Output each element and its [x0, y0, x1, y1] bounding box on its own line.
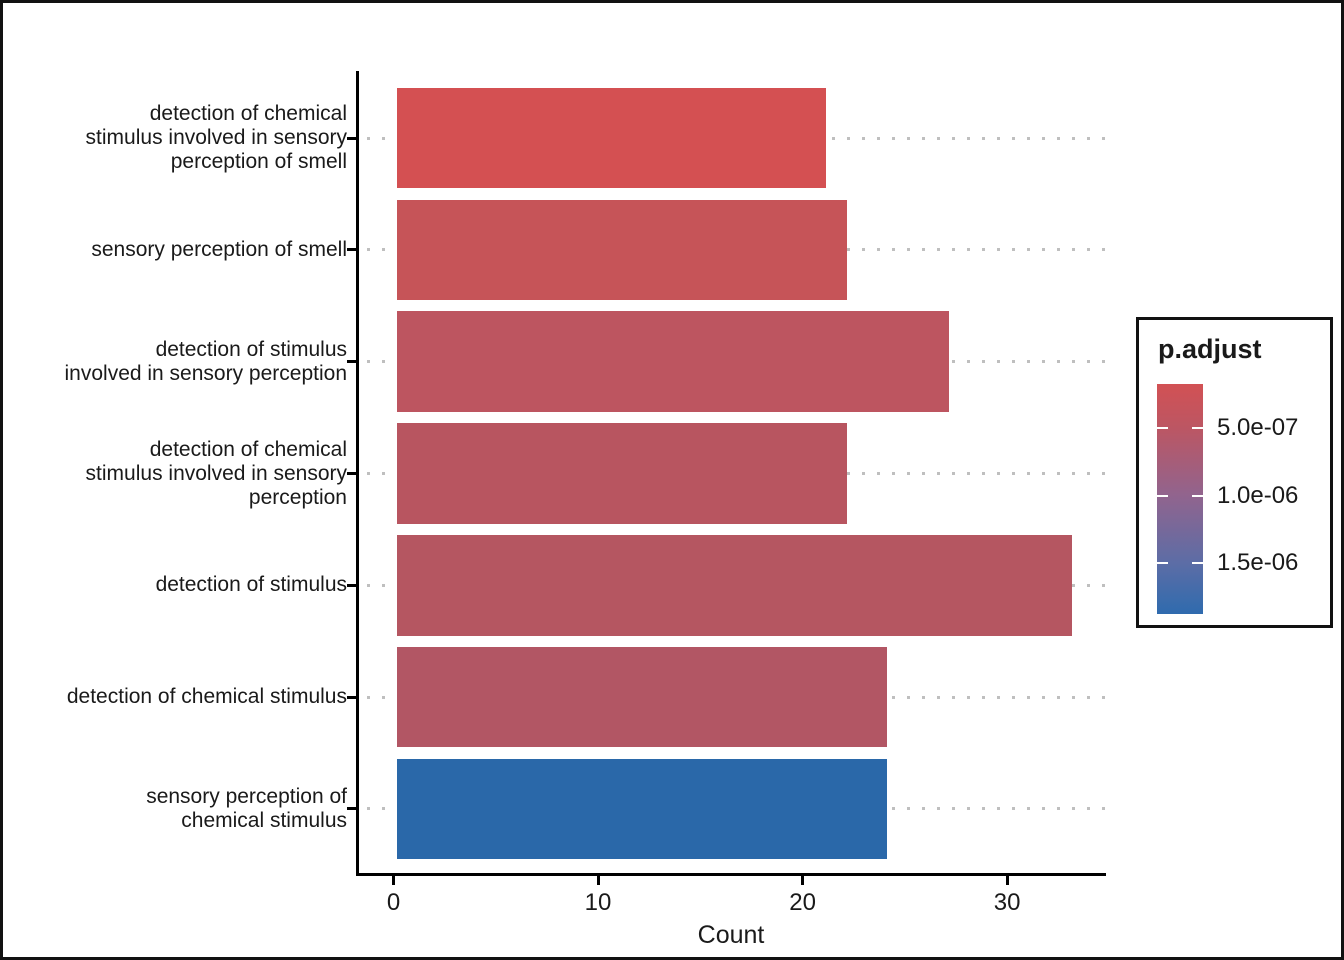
x-axis-tick: [392, 876, 395, 885]
y-axis-tick: [347, 807, 356, 811]
bar-3: [396, 311, 949, 412]
legend-tick-label: 5.0e-07: [1217, 413, 1299, 441]
colorbar-tick: [1157, 562, 1168, 565]
y-axis-tick: [347, 472, 356, 475]
y-axis-tick: [347, 583, 356, 587]
category-label: sensory perception of chemical stimulus: [146, 784, 347, 832]
colorbar-tick: [1157, 426, 1168, 429]
y-axis-tick: [347, 695, 356, 699]
legend-padjust: p.adjust 5.0e-07 1.0e-06 1.5e-06: [1136, 317, 1333, 628]
colorbar-tick: [1192, 494, 1203, 497]
category-label: sensory perception of smell: [91, 237, 347, 261]
x-axis-tick: [1005, 876, 1009, 885]
plot-panel: [356, 71, 1106, 876]
bar-6: [396, 646, 888, 748]
x-tick-label: 0: [386, 889, 401, 916]
legend-tick-label: 1.0e-06: [1217, 481, 1299, 509]
category-label: detection of chemical stimulus: [66, 685, 347, 709]
legend-tick-label: 1.5e-06: [1217, 549, 1299, 577]
y-axis-tick: [347, 360, 356, 364]
bar-2: [396, 199, 847, 301]
x-tick-label: 10: [584, 889, 612, 916]
bar-7: [396, 758, 888, 860]
colorbar-tick: [1192, 426, 1203, 429]
x-axis-tick: [801, 876, 805, 885]
legend-title: p.adjust: [1158, 334, 1262, 364]
bar-1: [396, 87, 827, 189]
category-label: detection of chemical stimulus involved …: [85, 437, 347, 509]
y-axis-tick: [347, 248, 356, 252]
bar-4: [396, 423, 847, 524]
x-axis-title: Count: [697, 921, 765, 949]
x-axis-tick: [596, 876, 600, 885]
bar-5: [396, 534, 1072, 636]
colorbar-tick: [1192, 562, 1203, 565]
x-tick-label: 20: [789, 889, 816, 916]
category-label: detection of chemical stimulus involved …: [85, 102, 347, 174]
category-label: detection of stimulus: [155, 573, 347, 597]
y-axis-tick: [347, 136, 356, 140]
x-tick-label: 30: [993, 889, 1021, 916]
legend-colorbar: [1157, 384, 1203, 614]
category-label: detection of stimulus involved in sensor…: [64, 337, 348, 385]
colorbar-tick: [1157, 494, 1168, 497]
